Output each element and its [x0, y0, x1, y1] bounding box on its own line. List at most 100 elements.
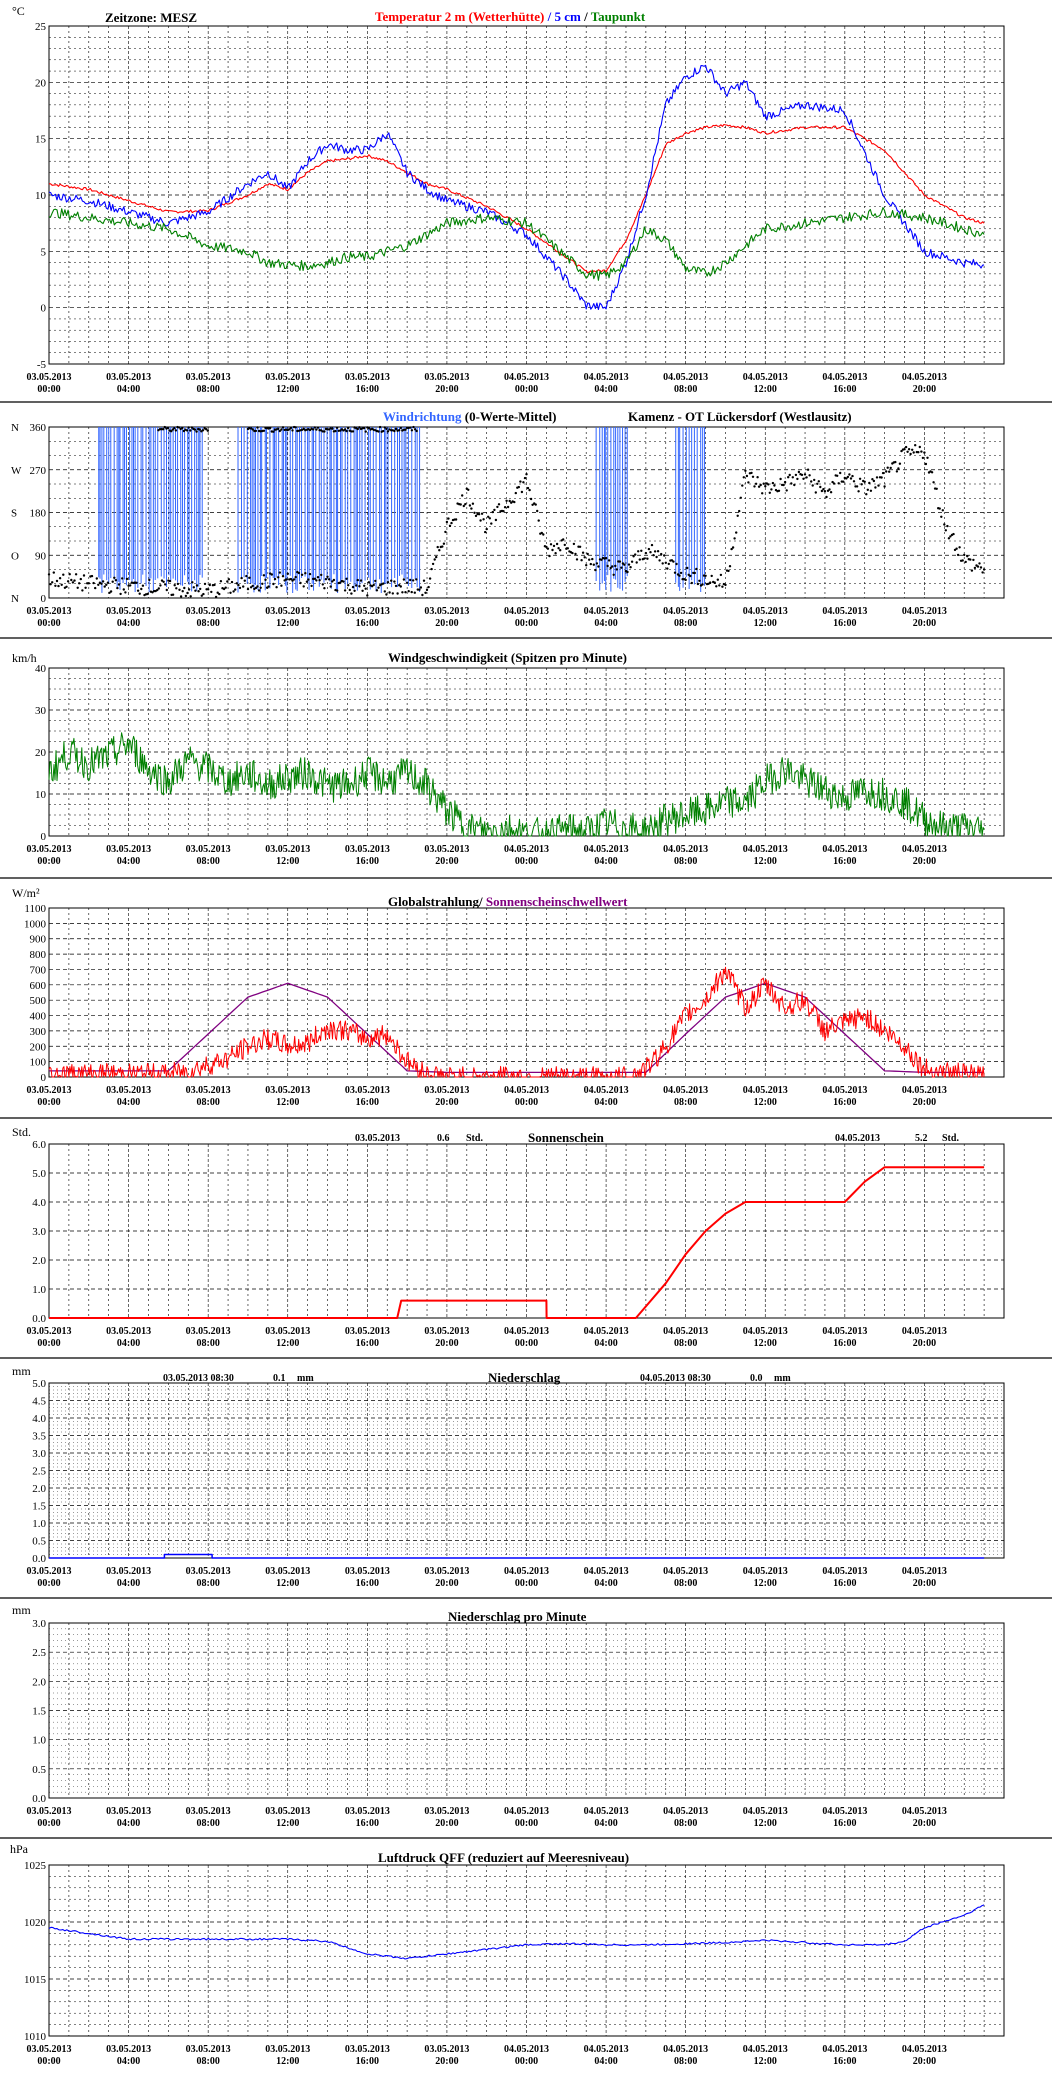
direction-point: [203, 582, 207, 586]
direction-point: [966, 555, 969, 558]
direction-point: [124, 591, 127, 594]
direction-point: [981, 571, 984, 574]
direction-point: [701, 583, 704, 586]
direction-point: [339, 429, 342, 432]
direction-point: [262, 574, 266, 577]
temperature-title-part: 5 cm: [554, 9, 581, 24]
direction-point: [202, 592, 205, 596]
direction-point: [81, 589, 84, 592]
direction-point: [627, 563, 631, 566]
direction-point: [166, 426, 170, 430]
x-tick-date: 04.05.2013: [584, 2044, 629, 2055]
precip-min-unit: mm: [12, 1603, 31, 1617]
direction-point: [235, 582, 238, 585]
direction-point: [496, 505, 499, 509]
direction-point: [973, 566, 977, 570]
direction-point: [733, 537, 736, 540]
timezone-label: Zeitzone: MESZ: [105, 10, 197, 25]
direction-point: [351, 585, 355, 589]
x-tick-time: 00:00: [515, 618, 538, 629]
direction-point: [468, 504, 472, 507]
direction-point: [956, 553, 960, 557]
y-tick-direction-label: N: [11, 593, 19, 605]
direction-point: [396, 592, 399, 595]
direction-point: [109, 590, 113, 593]
direction-point: [898, 462, 902, 465]
direction-point: [946, 524, 949, 528]
direction-point: [230, 580, 234, 584]
y-tick-label: 1025: [24, 1860, 47, 1872]
direction-point: [869, 489, 873, 492]
direction-point: [335, 426, 339, 429]
direction-point: [955, 547, 958, 550]
direction-point: [302, 585, 305, 588]
direction-point: [58, 577, 62, 580]
direction-point: [471, 502, 475, 505]
direction-point: [607, 559, 611, 562]
direction-point: [461, 494, 464, 497]
direction-point: [97, 583, 100, 586]
direction-point: [356, 427, 359, 431]
direction-point: [849, 477, 853, 480]
direction-point: [877, 484, 880, 487]
direction-point: [903, 448, 906, 451]
direction-point: [546, 547, 550, 550]
direction-point: [194, 589, 197, 592]
direction-point: [678, 574, 681, 577]
direction-point: [754, 482, 758, 485]
x-tick-date: 04.05.2013: [584, 606, 629, 617]
direction-point: [612, 573, 615, 576]
direction-point: [251, 584, 254, 588]
direction-point: [881, 471, 885, 475]
direction-point: [170, 430, 173, 433]
direction-point: [197, 590, 200, 593]
direction-point: [479, 519, 482, 522]
direction-point: [257, 589, 261, 592]
direction-point: [119, 592, 122, 596]
direction-point: [199, 587, 202, 591]
direction-point: [424, 591, 427, 594]
x-tick-date: 04.05.2013: [584, 1326, 629, 1337]
direction-point: [797, 470, 801, 474]
direction-point: [886, 466, 889, 469]
direction-point: [329, 585, 332, 588]
direction-point: [256, 426, 259, 429]
direction-point: [174, 429, 178, 432]
direction-point: [537, 519, 540, 522]
direction-point: [756, 476, 759, 479]
direction-point: [696, 582, 700, 586]
direction-point: [978, 562, 981, 565]
x-tick-time: 20:00: [435, 384, 458, 395]
direction-point: [935, 487, 938, 490]
direction-point: [494, 518, 498, 522]
direction-point: [664, 561, 667, 564]
direction-point: [105, 583, 108, 586]
direction-point: [345, 429, 348, 433]
direction-point: [759, 483, 762, 487]
y-tick-label: 900: [30, 934, 47, 946]
direction-point: [264, 578, 267, 581]
direction-point: [74, 573, 78, 576]
direction-point: [270, 573, 273, 576]
direction-point: [157, 587, 160, 590]
direction-point: [178, 588, 181, 591]
sunshine-day1-date: 03.05.2013: [355, 1133, 400, 1144]
direction-point: [201, 429, 205, 432]
direction-point: [508, 499, 511, 503]
x-tick-time: 20:00: [435, 2056, 458, 2067]
y-tick-label: 4.5: [32, 1396, 46, 1408]
x-tick-date: 04.05.2013: [663, 1566, 708, 1577]
direction-point: [415, 578, 418, 581]
direction-point: [575, 558, 579, 561]
direction-point: [398, 429, 401, 432]
direction-point: [355, 584, 358, 587]
y-tick-label: 10: [35, 190, 47, 202]
x-tick-date: 04.05.2013: [902, 372, 947, 383]
x-tick-time: 20:00: [913, 1338, 936, 1349]
direction-point: [574, 552, 577, 556]
x-tick-date: 03.05.2013: [424, 1566, 469, 1577]
direction-point: [779, 477, 782, 481]
direction-point: [243, 579, 246, 582]
direction-point: [206, 429, 209, 432]
direction-point: [626, 570, 629, 574]
